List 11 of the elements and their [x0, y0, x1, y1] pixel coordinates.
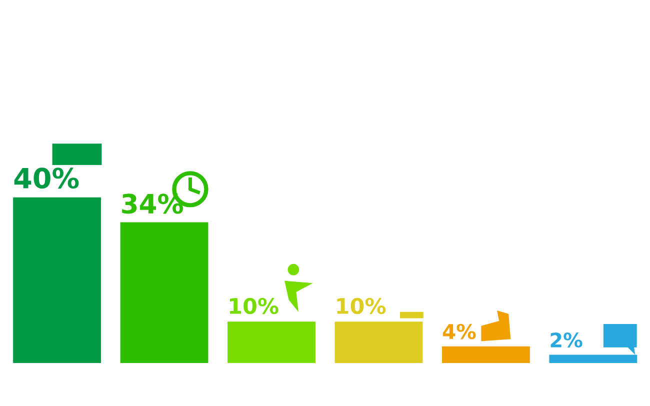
data-label: 4% [442, 324, 476, 340]
bar [228, 322, 316, 363]
data-label: 2% [550, 332, 582, 348]
bar [13, 197, 102, 363]
bar [120, 222, 208, 363]
data-label: 10% [230, 298, 278, 314]
data-label: 40% [14, 168, 79, 189]
bar [334, 322, 423, 363]
data-label: 10% [337, 298, 386, 314]
data-label: 34% [122, 194, 183, 214]
bar [442, 346, 530, 363]
